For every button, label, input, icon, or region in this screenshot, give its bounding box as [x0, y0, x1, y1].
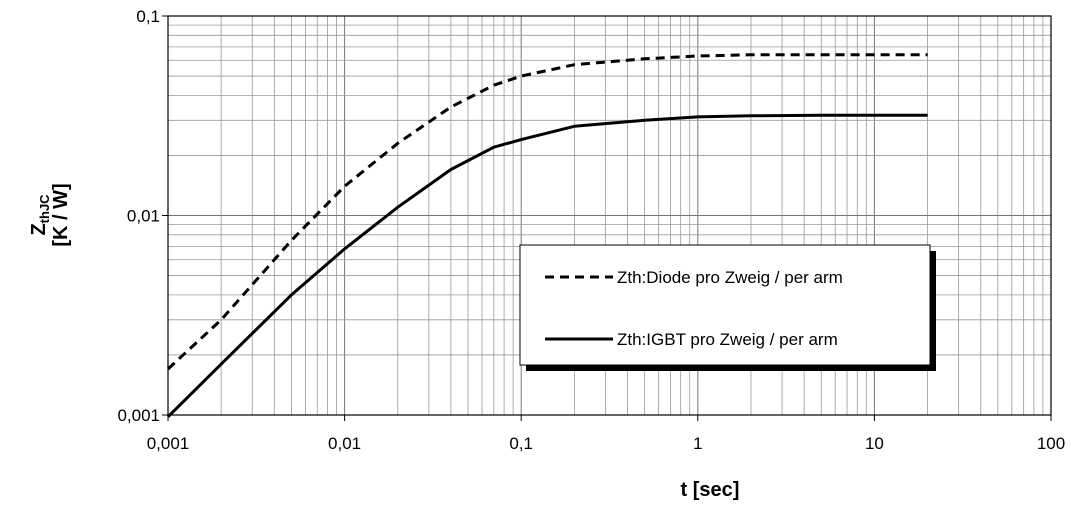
series-lines: [166, 53, 928, 418]
x-tick-label: 100: [1037, 434, 1065, 453]
x-tick-label: 0,1: [509, 434, 533, 453]
y-axis-title-unit: [K / W]: [50, 183, 72, 246]
series-line-igbt: [166, 113, 928, 418]
legend-box: [519, 244, 931, 366]
x-tick-label: 0,01: [328, 434, 361, 453]
x-tick-label: 0,001: [147, 434, 190, 453]
y-axis-title-main: ZthJC: [28, 194, 52, 236]
y-tick-label: 0,001: [117, 406, 160, 425]
y-axis-ticks: 0,001 0,01 0,1: [117, 7, 168, 425]
legend-label-diode: Zth:Diode pro Zweig / per arm: [617, 268, 843, 287]
x-tick-label: 1: [693, 434, 702, 453]
x-tick-label: 10: [865, 434, 884, 453]
y-tick-label: 0,01: [127, 207, 160, 226]
x-axis-ticks: 0,001 0,01 0,1 1 10 100: [147, 415, 1065, 453]
legend: Zth:Diode pro Zweig / per arm Zth:IGBT p…: [519, 244, 936, 371]
series-line-diode: [166, 53, 928, 371]
x-axis-title: t [sec]: [681, 479, 740, 501]
y-tick-label: 0,1: [136, 7, 160, 26]
y-axis-title: ZthJC [K / W]: [28, 183, 72, 246]
legend-label-igbt: Zth:IGBT pro Zweig / per arm: [617, 330, 838, 349]
